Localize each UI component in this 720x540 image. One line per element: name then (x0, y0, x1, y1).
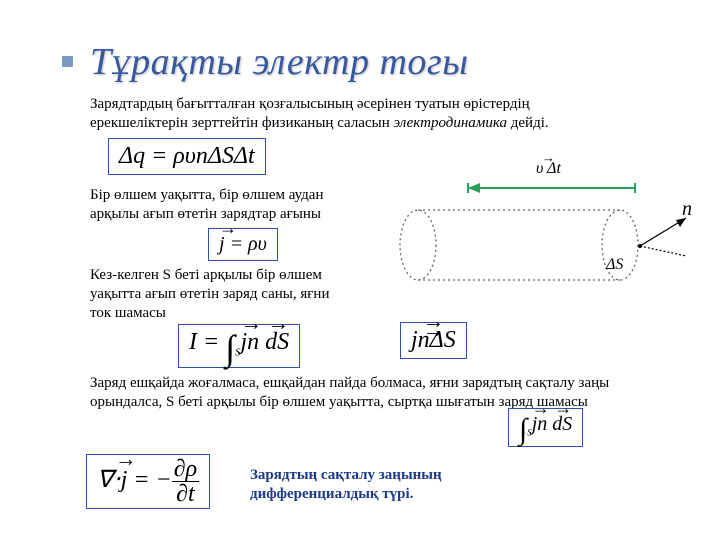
formula-5: ∫S→ → jn dS (508, 408, 583, 447)
intro-em: электродинамика (393, 115, 507, 131)
cyl-left-ellipse (400, 210, 436, 280)
formula-4-box: → →jnΔS (400, 322, 467, 359)
slide-title: Тұрақты электр тогы (90, 40, 680, 84)
formula-2: →j = ρυ (208, 228, 278, 261)
diagram-svg (390, 160, 700, 320)
formula-2-box: →j = ρυ (208, 228, 278, 261)
formula-5-box: ∫S→ → jn dS (508, 408, 583, 447)
vdt-label: → υ Δt (536, 156, 561, 178)
f6-den: ∂t (172, 482, 199, 506)
intro-post: дейді. (507, 115, 549, 131)
formula-3: I = ∫S→ → jn dS (178, 324, 300, 368)
ds-label: ΔS (606, 256, 623, 274)
velocity-arrow-head (468, 183, 480, 193)
formula-4: → →jnΔS (400, 322, 467, 359)
slide-root: Тұрақты электр тогы Зарядтардың бағыттал… (0, 0, 720, 540)
formula-6: →∇⋅j = −∂ρ∂t (86, 454, 210, 509)
paragraph-3: Кез-келген S беті арқылы бір өлшем уақыт… (90, 266, 330, 322)
accent-square (62, 56, 73, 67)
conclusion-text: Зарядтың сақталу заңының дифференциалдық… (250, 466, 570, 504)
formula-6-box: →∇⋅j = −∂ρ∂t (86, 454, 210, 509)
vdt-text: υ Δt (536, 160, 561, 177)
formula-3-box: I = ∫S→ → jn dS (178, 324, 300, 368)
cylinder-diagram: → υ Δt n ΔS (390, 160, 700, 320)
f6-num: ∂ρ (172, 457, 199, 482)
intro-paragraph: Зарядтардың бағытталған қозғалысының әсе… (90, 95, 630, 133)
formula-1-box: Δq = ρυnΔSΔt (108, 138, 266, 175)
paragraph-4: Заряд ешқайда жоғалмаса, ешқайдан пайда … (90, 374, 680, 412)
aux-line (640, 246, 686, 256)
n-label: n (682, 198, 692, 221)
f5-int: ∫ (519, 418, 527, 442)
f3-int: ∫ (225, 334, 235, 363)
f3-lhs: I = (189, 329, 225, 355)
formula-1: Δq = ρυnΔSΔt (108, 138, 266, 175)
